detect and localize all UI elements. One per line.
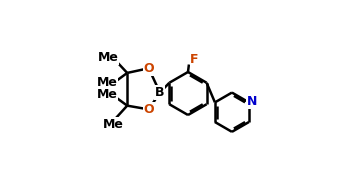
Text: Me: Me	[97, 88, 118, 101]
Text: B: B	[155, 86, 165, 99]
Text: N: N	[247, 95, 257, 108]
Text: Me: Me	[97, 76, 118, 89]
Text: Me: Me	[103, 118, 123, 131]
Text: Me: Me	[98, 51, 118, 65]
Text: F: F	[190, 53, 199, 66]
Text: O: O	[143, 103, 154, 116]
Text: O: O	[143, 62, 154, 75]
